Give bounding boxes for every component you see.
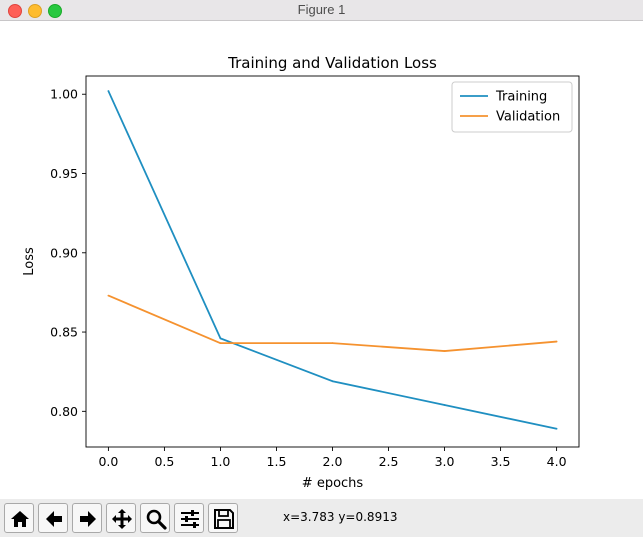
- data-point-validation: [555, 340, 558, 343]
- y-axis-label: Loss: [22, 247, 37, 276]
- legend-label-validation: Validation: [496, 110, 560, 125]
- y-tick-label: 0.80: [50, 404, 78, 419]
- window-title: Figure 1: [297, 2, 346, 17]
- data-point-training: [331, 380, 334, 383]
- zoom-button[interactable]: [140, 503, 170, 533]
- y-tick-label: 0.90: [50, 245, 78, 260]
- y-tick-label: 0.85: [50, 325, 78, 340]
- x-axis-label: # epochs: [302, 476, 364, 491]
- minimize-window-button[interactable]: [28, 4, 42, 18]
- y-tick-label: 1.00: [50, 87, 78, 102]
- figure-canvas[interactable]: Training and Validation Loss 0.0 0.5 1.0 1.5…: [0, 21, 643, 499]
- legend-box: [451, 81, 573, 133]
- save-disk-icon: [214, 509, 234, 529]
- data-point-validation: [219, 342, 222, 345]
- pan-move-icon: [112, 509, 132, 529]
- subplots-sliders-icon: [181, 510, 199, 528]
- home-icon: [11, 511, 29, 527]
- chart-title: Training and Validation Loss: [227, 54, 437, 72]
- save-button[interactable]: [208, 503, 238, 533]
- home-button[interactable]: [4, 503, 34, 533]
- title-bar[interactable]: Figure 1: [0, 0, 643, 21]
- x-tick-label: 4.0: [547, 454, 567, 469]
- back-arrow-icon: [46, 511, 62, 527]
- back-button[interactable]: [38, 503, 68, 533]
- x-tick-label: 2.0: [323, 454, 343, 469]
- zoom-magnifier-icon: [146, 509, 167, 530]
- configure-subplots-button[interactable]: [174, 503, 204, 533]
- x-tick-label: 0.5: [154, 454, 174, 469]
- x-tick-label: 1.5: [267, 454, 287, 469]
- forward-button[interactable]: [72, 503, 102, 533]
- navigation-toolbar: x=3.783 y=0.8913: [0, 499, 643, 537]
- data-point-training: [443, 404, 446, 406]
- x-tick-label: 2.5: [379, 454, 399, 469]
- x-tick-label: 3.0: [435, 454, 455, 469]
- close-window-button[interactable]: [8, 4, 22, 18]
- data-point-training: [107, 90, 110, 92]
- x-tick-label: 3.5: [491, 454, 511, 469]
- y-tick-label: 0.95: [50, 166, 78, 181]
- data-point-training: [219, 337, 222, 340]
- cursor-coordinates: x=3.783 y=0.8913: [283, 510, 398, 524]
- loss-chart[interactable]: Training and Validation Loss 0.0 0.5 1.0 1.5…: [0, 21, 643, 499]
- x-tick-label: 1.0: [211, 454, 231, 469]
- series-line-training: [107, 90, 557, 430]
- data-point-training: [555, 427, 558, 430]
- data-point-validation: [331, 342, 334, 345]
- maximize-window-button[interactable]: [48, 4, 62, 18]
- data-point-validation: [443, 350, 446, 352]
- data-point-validation: [107, 294, 110, 297]
- forward-arrow-icon: [80, 511, 96, 527]
- pan-button[interactable]: [106, 503, 136, 533]
- legend-label-training: Training: [495, 90, 547, 105]
- x-tick-label: 0.0: [98, 454, 118, 469]
